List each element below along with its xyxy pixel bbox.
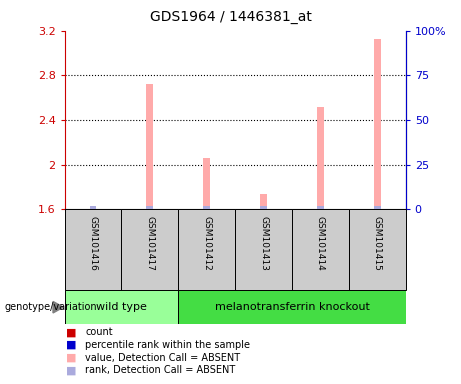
Text: GSM101413: GSM101413 — [259, 216, 268, 271]
Bar — [147, 84, 153, 209]
Text: ■: ■ — [66, 327, 77, 337]
Text: percentile rank within the sample: percentile rank within the sample — [85, 340, 250, 350]
Text: melanotransferrin knockout: melanotransferrin knockout — [214, 302, 369, 312]
Bar — [89, 207, 96, 209]
Text: rank, Detection Call = ABSENT: rank, Detection Call = ABSENT — [85, 365, 236, 375]
Bar — [374, 38, 381, 209]
Bar — [121, 209, 178, 290]
Text: genotype/variation: genotype/variation — [5, 302, 97, 312]
Text: GSM101416: GSM101416 — [89, 216, 97, 271]
Bar — [235, 209, 292, 290]
Bar — [203, 158, 210, 209]
Bar — [178, 290, 406, 324]
Text: count: count — [85, 327, 113, 337]
Bar — [292, 209, 349, 290]
Bar — [203, 207, 210, 209]
Text: GDS1964 / 1446381_at: GDS1964 / 1446381_at — [149, 10, 312, 23]
Bar — [317, 207, 324, 209]
Text: ■: ■ — [66, 340, 77, 350]
Bar — [260, 194, 267, 209]
Bar — [349, 209, 406, 290]
Text: GSM101415: GSM101415 — [373, 216, 382, 271]
Text: ■: ■ — [66, 353, 77, 362]
Bar — [178, 209, 235, 290]
Text: GSM101417: GSM101417 — [145, 216, 154, 271]
Bar — [65, 290, 178, 324]
Bar — [65, 209, 121, 290]
Text: GSM101412: GSM101412 — [202, 216, 211, 270]
Text: GSM101414: GSM101414 — [316, 216, 325, 270]
Bar — [260, 207, 267, 209]
Text: wild type: wild type — [96, 302, 147, 312]
Bar — [374, 207, 381, 209]
Bar — [147, 207, 153, 209]
Text: value, Detection Call = ABSENT: value, Detection Call = ABSENT — [85, 353, 240, 362]
Bar — [317, 107, 324, 209]
Text: ■: ■ — [66, 365, 77, 375]
